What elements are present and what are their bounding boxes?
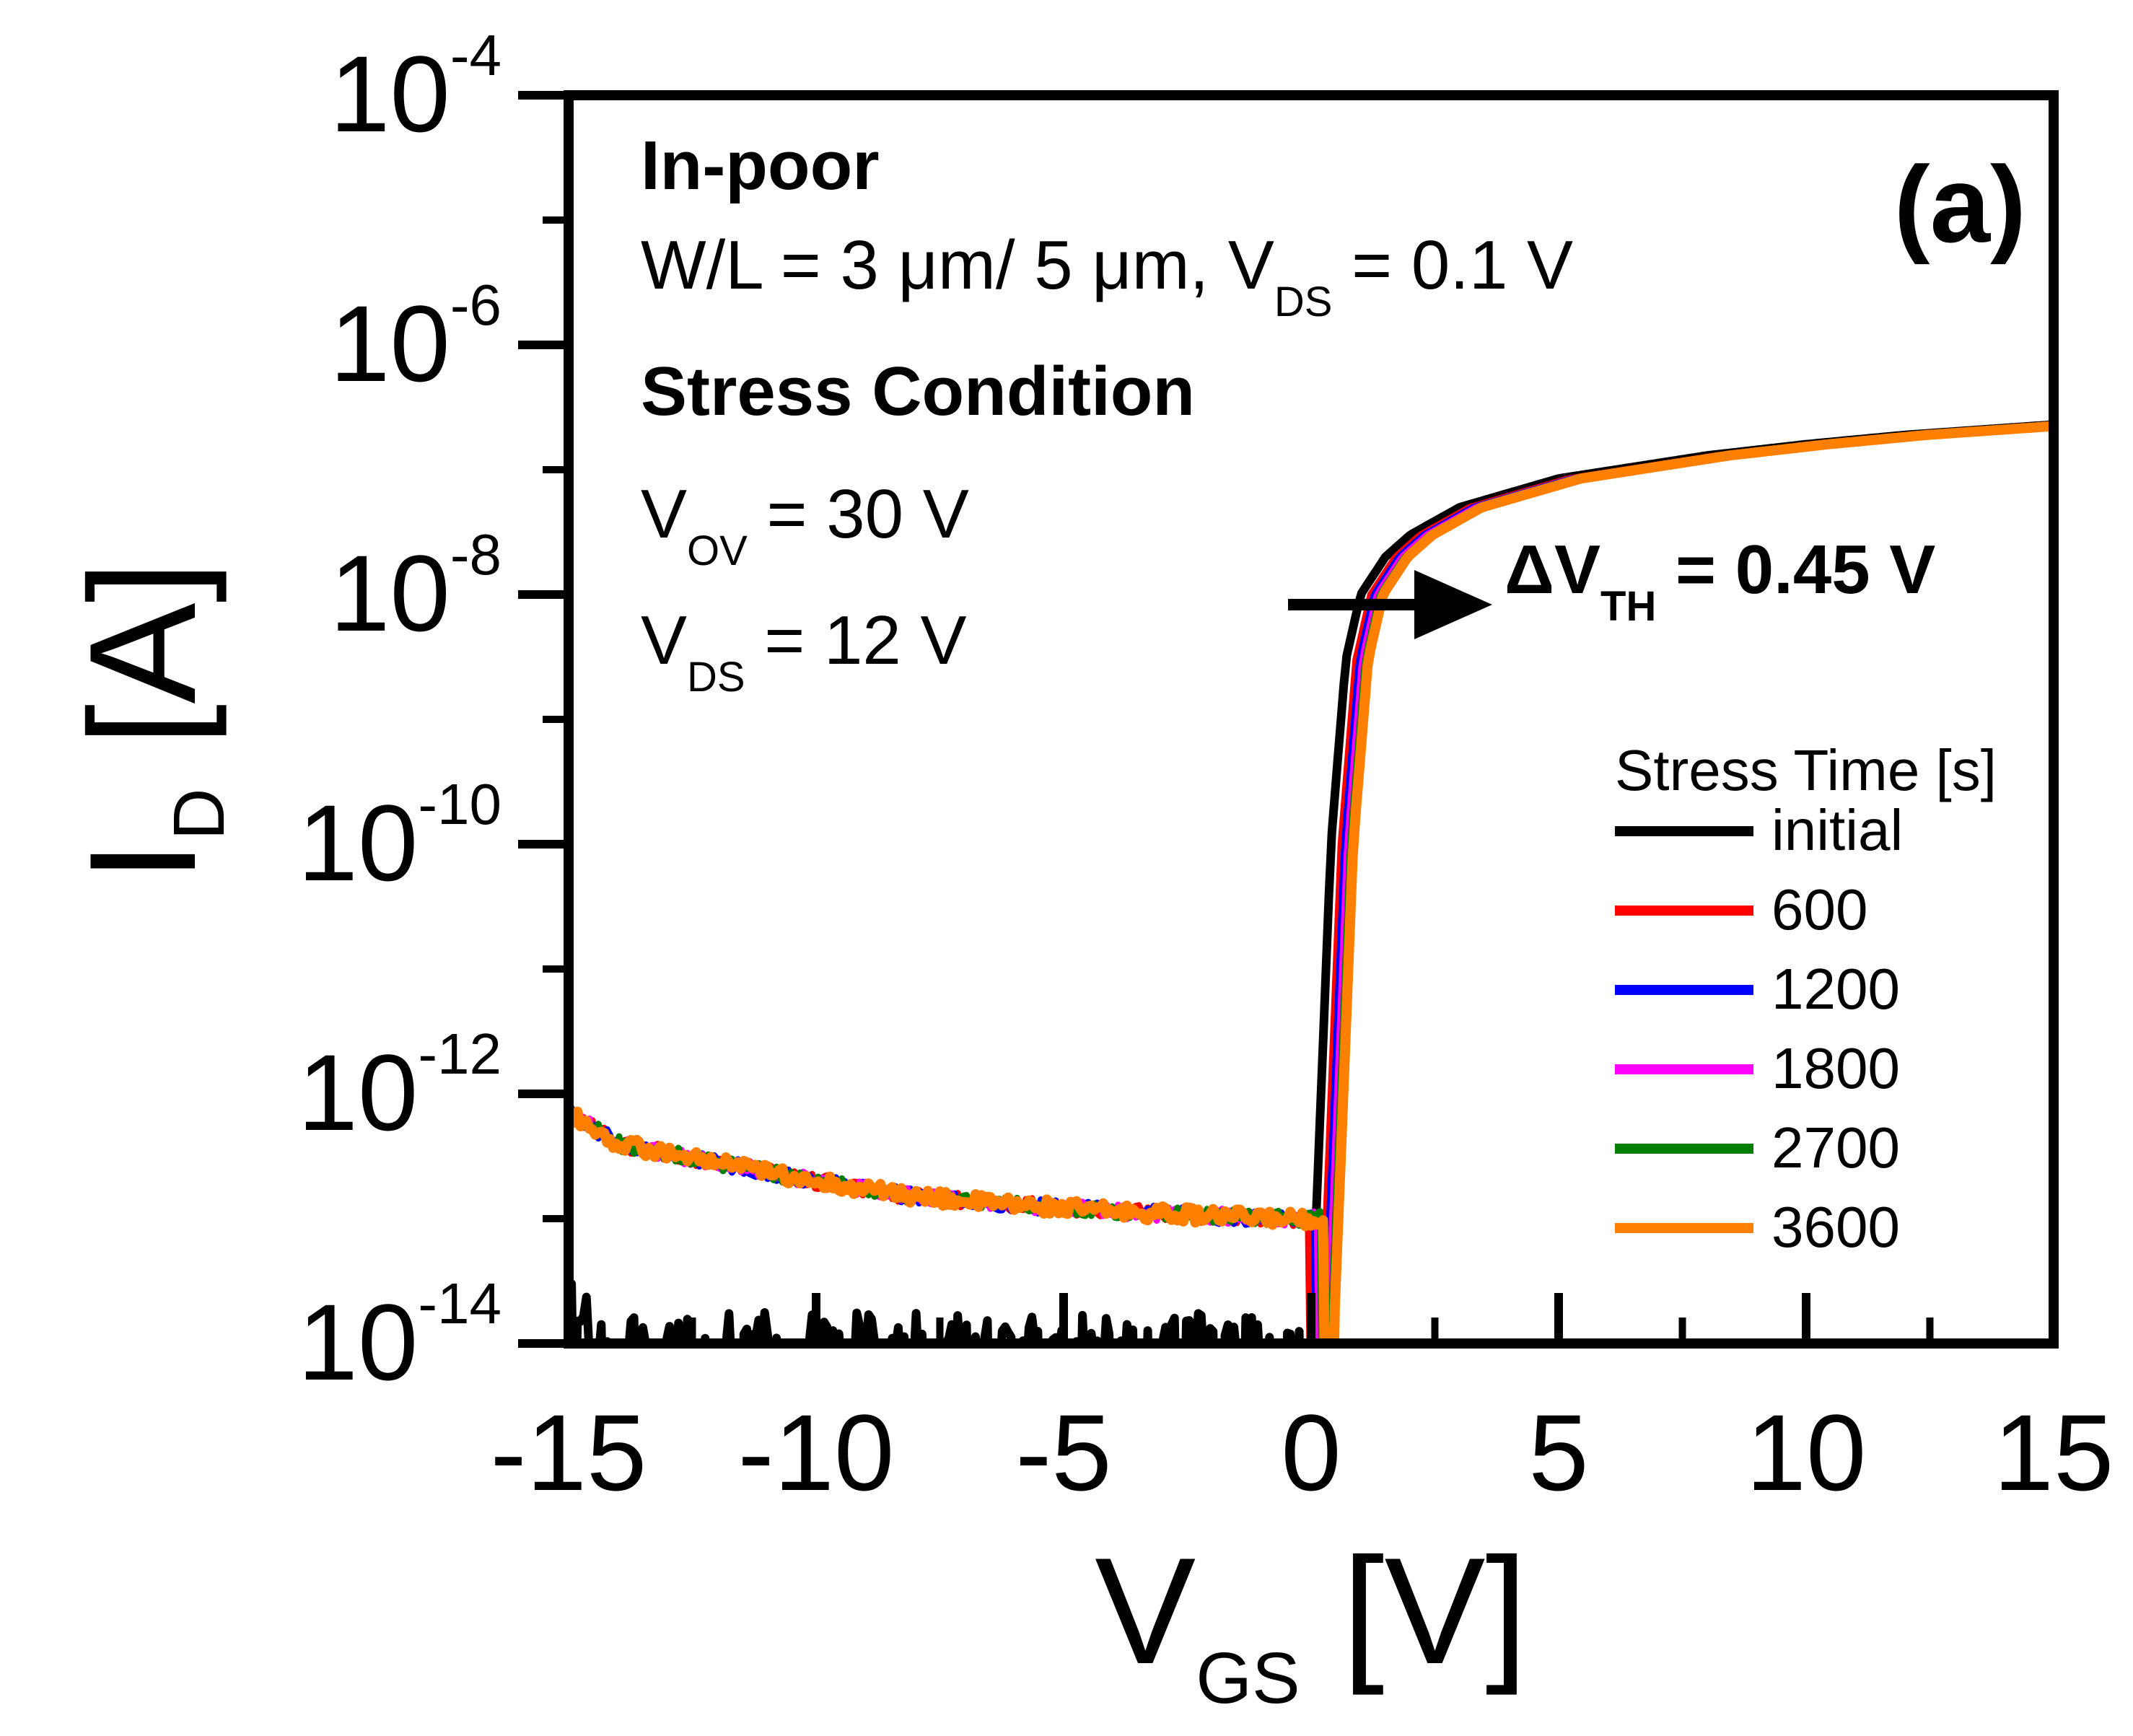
x-tick-label: 0 <box>1281 1392 1341 1513</box>
x-tick-label: 15 <box>1994 1392 2114 1513</box>
legend-entry-label: 3600 <box>1771 1195 1900 1259</box>
legend-entry-label: 1800 <box>1771 1036 1900 1100</box>
y-tick-label: 10-14 <box>298 1271 502 1403</box>
vov-label: VOV = 30 V <box>641 475 969 574</box>
legend-entry-label: initial <box>1771 798 1903 862</box>
x-tick-label: -5 <box>1015 1392 1111 1513</box>
legend: Stress Time [s] initial 600 1200 1800 2700 36… <box>1615 738 1997 1259</box>
stress-condition-heading: Stress Condition <box>641 353 1195 430</box>
tick-labels-layer: -15 -10 -5 0 5 10 15 10-14 10-12 10-10 10-8 10-6 10-… <box>298 23 2114 1513</box>
y-tick-label: 10-12 <box>298 1022 502 1153</box>
y-tick-label: 10-10 <box>298 772 502 903</box>
x-tick-label: -15 <box>491 1392 647 1513</box>
series-line-3600 <box>569 421 2054 1343</box>
legend-entry-label: 2700 <box>1771 1115 1900 1180</box>
legend-title: Stress Time [s] <box>1615 738 1997 802</box>
y-tick-label: 10-4 <box>330 23 502 154</box>
x-tick-label: -10 <box>738 1392 895 1513</box>
series-layer <box>569 420 2054 1343</box>
sample-label: In-poor <box>641 127 880 204</box>
x-axis-title: VGS [V] <box>1095 1526 1528 1719</box>
shift-arrow <box>1288 570 1492 639</box>
y-axis-title: ID [A] <box>58 561 240 882</box>
x-tick-label: 10 <box>1746 1392 1867 1513</box>
legend-entry-label: 1200 <box>1771 957 1900 1021</box>
y-tick-label: 10-6 <box>330 273 502 404</box>
geometry-label: W/L = 3 μm/ 5 μm, VDS = 0.1 V <box>641 227 1573 325</box>
y-tick-label: 10-8 <box>330 522 502 654</box>
x-tick-label: 5 <box>1528 1392 1588 1513</box>
plot-frame <box>564 90 2059 1349</box>
legend-entry-label: 600 <box>1771 877 1867 942</box>
legend-items: initial 600 1200 1800 2700 3600 <box>1615 798 1903 1259</box>
vds-label: VDS = 12 V <box>641 602 967 701</box>
panel-label: (a) <box>1894 144 2026 265</box>
delta-vth-label: ΔVTH = 0.45 V <box>1505 531 1935 630</box>
